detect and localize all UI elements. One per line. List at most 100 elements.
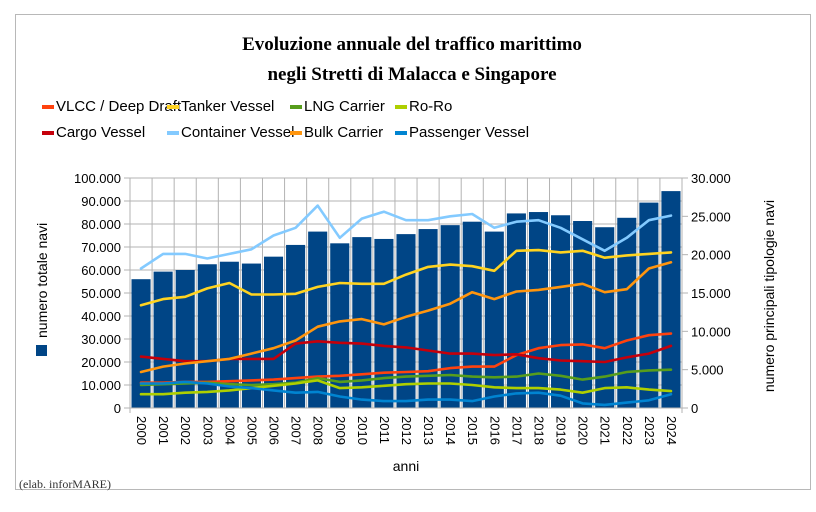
line-lng-carrier (139, 368, 673, 387)
credit-note: (elab. inforMARE) (19, 477, 111, 491)
legend-swatch-3 (290, 105, 302, 109)
left-tick-label: 10.000 (81, 378, 121, 393)
line-tanker-vessel (139, 248, 673, 307)
left-tick-label: 100.000 (74, 171, 121, 186)
x-tick-label: 2017 (509, 416, 524, 445)
bar-2022 (617, 217, 637, 408)
x-tick-label: 2004 (222, 416, 237, 445)
left-axis-label: numero totale navi (34, 223, 50, 338)
bar-2019 (551, 215, 571, 408)
x-tick-label: 2011 (377, 416, 392, 444)
bar-2001 (153, 271, 173, 408)
left-tick-label: 40.000 (81, 309, 121, 324)
line-series (139, 204, 673, 407)
x-tick-label: 2005 (244, 416, 259, 445)
right-tick-label: 15.000 (691, 286, 731, 301)
x-tick-label: 2008 (311, 416, 326, 445)
bar-2002 (175, 270, 195, 408)
line-passenger-vessel (139, 380, 673, 407)
x-tick-label: 2009 (333, 416, 348, 445)
right-tick-label: 10.000 (691, 324, 731, 339)
bar-2005 (241, 263, 261, 408)
x-axis-label: anni (393, 458, 419, 474)
bar-2003 (197, 264, 217, 408)
bar-2004 (219, 261, 239, 408)
legend: VLCC / Deep Draft Tanker Vessel LNG Carrie… (42, 98, 529, 141)
x-tick-label: 2020 (576, 416, 591, 445)
x-tick-label: 2023 (642, 416, 657, 445)
legend-swatch-7 (290, 131, 302, 135)
x-tick-label: 2014 (443, 416, 458, 445)
bar-2023 (639, 202, 659, 408)
line-vlcc-deep-draft (139, 332, 673, 385)
chart-title-line-1: Evoluzione annuale del traffico marittim… (242, 34, 582, 55)
x-tick-label: 2021 (598, 416, 613, 445)
legend-swatch-5 (42, 131, 54, 135)
left-tick-label: 60.000 (81, 263, 121, 278)
x-tick-label: 2013 (421, 416, 436, 445)
legend-swatch-6 (167, 131, 179, 135)
right-tick-label: 0 (691, 401, 698, 416)
axes (129, 178, 683, 413)
line-container-vessel (139, 204, 673, 270)
x-tick-label: 2012 (399, 416, 414, 445)
legend-label: Ro-Ro (409, 98, 452, 115)
x-tick-label: 2024 (664, 416, 679, 445)
right-tick-label: 5.000 (691, 363, 724, 378)
x-tick-label: 2001 (156, 416, 171, 445)
left-tick-label: 50.000 (81, 286, 121, 301)
legend-label: Passenger Vessel (409, 124, 529, 141)
x-tick-label: 2007 (289, 416, 304, 445)
x-tick-label: 2010 (355, 416, 370, 445)
legend-swatch-8 (395, 131, 407, 135)
left-axis-title: numero totale navi (34, 223, 50, 356)
x-tick-label: 2015 (465, 416, 480, 445)
legend-label: VLCC / Deep Draft (56, 98, 182, 115)
x-tick-label: 2019 (554, 416, 569, 445)
left-tick-label: 80.000 (81, 217, 121, 232)
bar-2010 (352, 237, 372, 408)
right-tick-label: 25.000 (691, 209, 731, 224)
x-tick-label: 2022 (620, 416, 635, 445)
legend-label: LNG Carrier (304, 98, 385, 115)
bar-2017 (506, 213, 526, 408)
right-axis-label: numero principali tipologie navi (761, 200, 777, 392)
legend-label: Container Vessel (181, 124, 294, 141)
bar-2000 (131, 279, 151, 408)
bar-2024 (661, 191, 681, 408)
x-tick-label: 2000 (134, 416, 149, 445)
bar-2008 (308, 231, 328, 408)
bar-2014 (440, 225, 460, 408)
x-tick-label: 2016 (487, 416, 502, 445)
legend-swatch-1 (42, 105, 54, 109)
legend-swatch-4 (395, 105, 407, 109)
line-ro-ro (139, 379, 673, 396)
legend-label: Bulk Carrier (304, 124, 383, 141)
bar-2016 (484, 231, 504, 408)
chart-title-line-2: negli Stretti di Malacca e Singapore (267, 64, 556, 85)
left-tick-label: 30.000 (81, 332, 121, 347)
bar-2013 (418, 229, 438, 408)
left-tick-label: 90.000 (81, 194, 121, 209)
bar-2012 (396, 234, 416, 408)
bar-2018 (528, 212, 549, 408)
left-tick-label: 20.000 (81, 355, 121, 370)
line-bulk-carrier (139, 260, 673, 374)
legend-label: Cargo Vessel (56, 124, 145, 141)
right-tick-label: 30.000 (691, 171, 731, 186)
left-axis-ticks: 0 10.000 20.000 30.000 40.000 50.000 60.000 70.… (74, 171, 130, 416)
x-tick-label: 2006 (267, 416, 282, 445)
bar-2009 (330, 243, 350, 408)
bar-2015 (462, 221, 482, 408)
x-tick-label: 2003 (200, 416, 215, 445)
x-axis-ticks: 2000 2001 2002 2003 2004 2005 2006 2007 2008 2009… (134, 416, 679, 445)
legend-swatch-2 (167, 105, 179, 109)
x-tick-label: 2018 (532, 416, 547, 445)
left-tick-label: 70.000 (81, 240, 121, 255)
bar-2007 (286, 244, 306, 408)
x-tick-label: 2002 (178, 416, 193, 445)
legend-label: Tanker Vessel (181, 98, 274, 115)
left-tick-label: 0 (114, 401, 121, 416)
bar-legend-swatch (36, 345, 47, 356)
